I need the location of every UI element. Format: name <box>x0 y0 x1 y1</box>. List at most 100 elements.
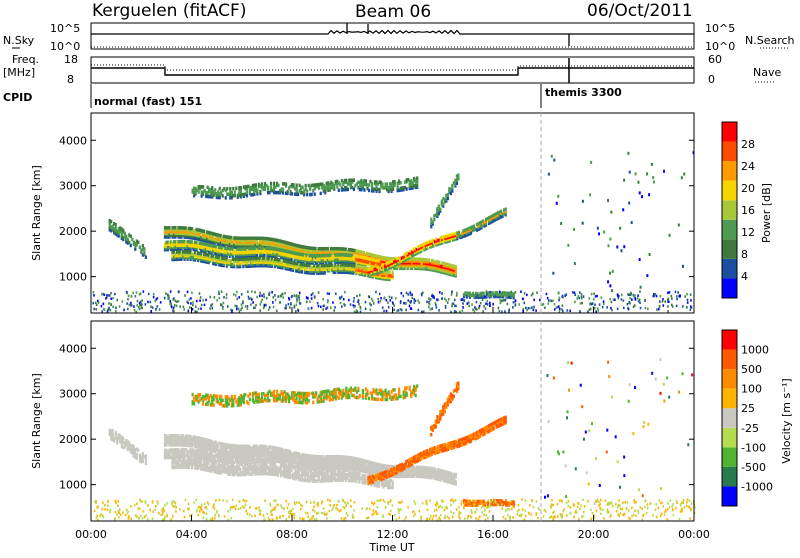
power-cell <box>656 308 658 311</box>
power-cell <box>457 173 459 177</box>
power-cell <box>311 193 313 197</box>
power-cell <box>302 186 304 190</box>
power-cell <box>183 308 185 311</box>
power-colorbar-swatch <box>722 278 737 298</box>
power-cell <box>242 300 244 303</box>
power-cell <box>282 188 284 192</box>
power-cell <box>482 310 484 313</box>
power-cell <box>176 300 178 303</box>
power-cell <box>417 299 419 302</box>
power-cell <box>122 300 124 303</box>
power-cell <box>630 293 632 296</box>
power-cell <box>559 310 561 313</box>
power-cell <box>148 293 150 296</box>
power-cell <box>272 301 274 304</box>
power-cell <box>286 190 288 194</box>
power-cell <box>368 189 370 193</box>
power-cell <box>199 299 201 302</box>
power-cell <box>528 307 530 310</box>
power-cell <box>235 294 237 297</box>
power-cell <box>451 189 453 193</box>
power-cell <box>498 307 500 310</box>
power-cell <box>333 309 335 312</box>
power-cell <box>522 310 524 313</box>
power-cell <box>658 308 660 311</box>
power-cell <box>503 299 505 302</box>
power-cell <box>147 301 149 304</box>
power-cell <box>141 304 143 307</box>
power-cell <box>233 293 235 296</box>
power-cell <box>103 308 105 311</box>
power-cell <box>255 183 257 187</box>
power-cell <box>639 302 641 305</box>
power-cell <box>483 305 485 308</box>
power-cell <box>578 295 580 298</box>
power-cell <box>602 306 604 309</box>
power-cell <box>403 302 405 305</box>
power-cell <box>379 293 381 296</box>
power-cell <box>139 245 141 249</box>
power-cell <box>445 306 447 309</box>
power-cell <box>500 302 502 305</box>
power-cell <box>327 292 329 295</box>
power-cell <box>462 302 464 305</box>
power-cell <box>635 172 637 175</box>
power-cell <box>634 304 636 307</box>
power-cell <box>338 189 340 193</box>
power-cell <box>610 307 612 310</box>
power-cell <box>504 310 506 313</box>
power-cell <box>95 308 97 311</box>
freq-left-tick-bottom: 8 <box>67 73 74 86</box>
power-cell <box>468 305 470 308</box>
power-cell <box>490 296 492 299</box>
power-cell <box>574 291 576 294</box>
power-cell <box>227 305 229 308</box>
power-cell <box>270 182 272 186</box>
power-cell <box>451 293 453 296</box>
power-cell <box>433 296 435 299</box>
power-colorbar-tick: 8 <box>741 248 748 261</box>
power-cell <box>223 302 225 305</box>
power-cell <box>138 306 140 309</box>
power-cell <box>611 301 613 304</box>
power-cell <box>261 299 263 302</box>
power-cell <box>431 295 433 298</box>
power-cell <box>678 223 680 226</box>
power-cell <box>190 297 192 300</box>
freq-right-tick-bottom: 0 <box>708 73 715 86</box>
power-cell <box>311 294 313 297</box>
power-cell <box>317 302 319 305</box>
power-cell <box>637 294 639 297</box>
power-cell <box>280 295 282 298</box>
power-cell <box>320 192 322 196</box>
power-cell <box>667 292 669 295</box>
power-cell <box>202 185 204 189</box>
power-cell <box>675 291 677 294</box>
power-cell <box>353 188 355 192</box>
power-cell <box>246 190 248 194</box>
power-cell <box>125 235 127 239</box>
power-colorbar-swatch <box>722 142 737 162</box>
power-cell <box>476 301 478 304</box>
power-cell <box>261 182 263 186</box>
power-cell <box>533 306 535 309</box>
noise-right-label: N.Search <box>745 34 795 47</box>
power-cell <box>505 208 507 212</box>
power-cell <box>633 295 635 298</box>
power-cell <box>601 296 603 299</box>
power-cell <box>686 293 688 296</box>
power-cell <box>320 306 322 309</box>
power-cell <box>544 307 546 310</box>
power-cell <box>124 232 126 236</box>
power-cell <box>628 308 630 311</box>
power-cell <box>629 171 631 174</box>
power-cell <box>607 280 609 283</box>
power-cell <box>451 305 453 308</box>
power-cell <box>599 303 601 306</box>
power-cell <box>353 300 355 303</box>
power-cell <box>444 298 446 301</box>
power-cell <box>391 296 393 299</box>
power-cell <box>393 309 395 312</box>
power-cell <box>199 292 201 295</box>
power-cell <box>416 176 418 180</box>
